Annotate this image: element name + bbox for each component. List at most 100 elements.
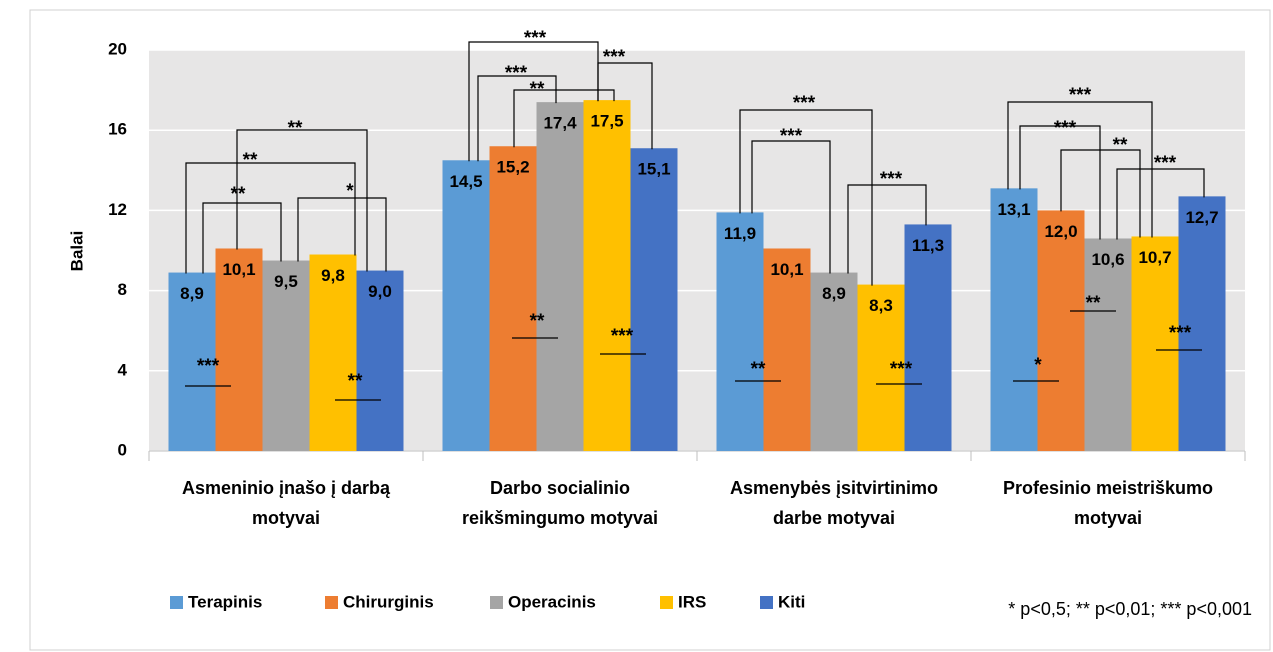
y-tick-label: 0 bbox=[118, 440, 127, 459]
annotation: ** bbox=[288, 118, 303, 139]
bar bbox=[215, 248, 263, 451]
annotation: ** bbox=[530, 79, 545, 100]
bar bbox=[262, 260, 310, 451]
bar bbox=[904, 224, 952, 451]
data-label: 14,5 bbox=[449, 172, 482, 191]
annotation: * bbox=[346, 181, 354, 202]
y-tick-label: 16 bbox=[108, 120, 127, 139]
significance-bracket bbox=[202, 202, 282, 274]
bar bbox=[583, 100, 631, 451]
y-tick-label: 8 bbox=[118, 280, 127, 299]
y-tick-label: 4 bbox=[118, 360, 128, 379]
significance-bracket bbox=[739, 109, 873, 286]
significance-bracket bbox=[847, 184, 927, 274]
significance-bracket bbox=[185, 162, 356, 274]
legend-swatch bbox=[760, 596, 773, 609]
annotation: *** bbox=[1069, 85, 1092, 106]
annotation: *** bbox=[603, 47, 626, 68]
bar bbox=[309, 254, 357, 451]
x-tick-label: Profesinio meistriškumo bbox=[1003, 478, 1213, 498]
data-label: 11,9 bbox=[724, 224, 756, 243]
data-label: 8,9 bbox=[822, 284, 846, 303]
legend-label: Terapinis bbox=[188, 592, 262, 611]
significance-bracket bbox=[1116, 168, 1205, 240]
annotation: ** bbox=[1113, 135, 1128, 156]
significance-bracket bbox=[1007, 101, 1153, 238]
significance-bracket bbox=[513, 89, 615, 148]
significance-bracket bbox=[1060, 149, 1141, 238]
annotation: *** bbox=[611, 326, 634, 347]
significance-bracket bbox=[751, 140, 831, 274]
data-label: 12,7 bbox=[1185, 208, 1218, 227]
significance-bracket bbox=[297, 197, 387, 272]
x-tick-label: motyvai bbox=[252, 508, 320, 528]
bar bbox=[1084, 238, 1132, 451]
annotation: *** bbox=[780, 126, 803, 147]
x-tick-label: Asmenybės įsitvirtinimo bbox=[730, 478, 938, 498]
annotation: *** bbox=[1154, 153, 1177, 174]
legend-label: Operacinis bbox=[508, 592, 596, 611]
data-label: 9,5 bbox=[274, 272, 298, 291]
annotation: ** bbox=[231, 184, 246, 205]
data-label: 10,1 bbox=[222, 260, 255, 279]
annotation: *** bbox=[524, 28, 547, 49]
data-label: 9,8 bbox=[321, 266, 345, 285]
annotation: *** bbox=[890, 359, 913, 380]
legend-swatch bbox=[490, 596, 503, 609]
bar bbox=[990, 188, 1038, 451]
annotation: *** bbox=[1169, 323, 1192, 344]
y-axis-label: Balai bbox=[67, 231, 86, 272]
legend-label: Kiti bbox=[778, 592, 805, 611]
bar bbox=[857, 284, 905, 451]
data-label: 10,6 bbox=[1091, 250, 1124, 269]
annotation: ** bbox=[751, 359, 766, 380]
data-label: 8,9 bbox=[180, 284, 204, 303]
bar bbox=[810, 272, 858, 451]
annotation: *** bbox=[880, 169, 903, 190]
bar bbox=[356, 270, 404, 451]
legend-label: IRS bbox=[678, 592, 706, 611]
annotation: ** bbox=[243, 150, 258, 171]
data-label: 12,0 bbox=[1044, 222, 1077, 241]
y-tick-label: 12 bbox=[108, 200, 127, 219]
legend-swatch bbox=[660, 596, 673, 609]
legend-swatch bbox=[170, 596, 183, 609]
data-label: 17,4 bbox=[543, 114, 577, 133]
significance-bracket bbox=[236, 129, 368, 272]
annotation: ** bbox=[348, 371, 363, 392]
significance-bracket bbox=[597, 62, 653, 150]
annotation: *** bbox=[505, 63, 528, 84]
annotation: ** bbox=[1086, 293, 1101, 314]
bar bbox=[763, 248, 811, 451]
bar bbox=[1131, 236, 1179, 451]
bar bbox=[630, 148, 678, 451]
annotation: ** bbox=[530, 311, 545, 332]
bar bbox=[536, 102, 584, 451]
annotation: * bbox=[1034, 355, 1042, 376]
annotation: *** bbox=[793, 93, 816, 114]
data-label: 13,1 bbox=[997, 200, 1030, 219]
y-tick-label: 20 bbox=[108, 39, 127, 58]
data-label: 10,1 bbox=[770, 260, 803, 279]
legend-swatch bbox=[325, 596, 338, 609]
data-label: 10,7 bbox=[1138, 248, 1171, 267]
bar bbox=[716, 212, 764, 451]
chart-frame bbox=[29, 9, 1271, 651]
data-label: 9,0 bbox=[368, 282, 392, 301]
data-label: 17,5 bbox=[590, 112, 623, 131]
bar bbox=[442, 160, 490, 451]
x-tick-label: darbe motyvai bbox=[773, 508, 895, 528]
bar bbox=[168, 272, 216, 451]
legend-label: Chirurginis bbox=[343, 592, 434, 611]
annotation: *** bbox=[197, 356, 220, 377]
x-tick-label: motyvai bbox=[1074, 508, 1142, 528]
x-tick-label: reikšmingumo motyvai bbox=[462, 508, 658, 528]
annotation: *** bbox=[1054, 118, 1077, 139]
data-label: 15,1 bbox=[637, 160, 670, 179]
data-label: 15,2 bbox=[496, 158, 529, 177]
footnote: * p<0,5; ** p<0,01; *** p<0,001 bbox=[1008, 599, 1252, 619]
x-tick-label: Darbo socialinio bbox=[490, 478, 630, 498]
bar bbox=[489, 146, 537, 452]
x-tick-label: Asmeninio įnašo į darbą bbox=[182, 478, 391, 498]
